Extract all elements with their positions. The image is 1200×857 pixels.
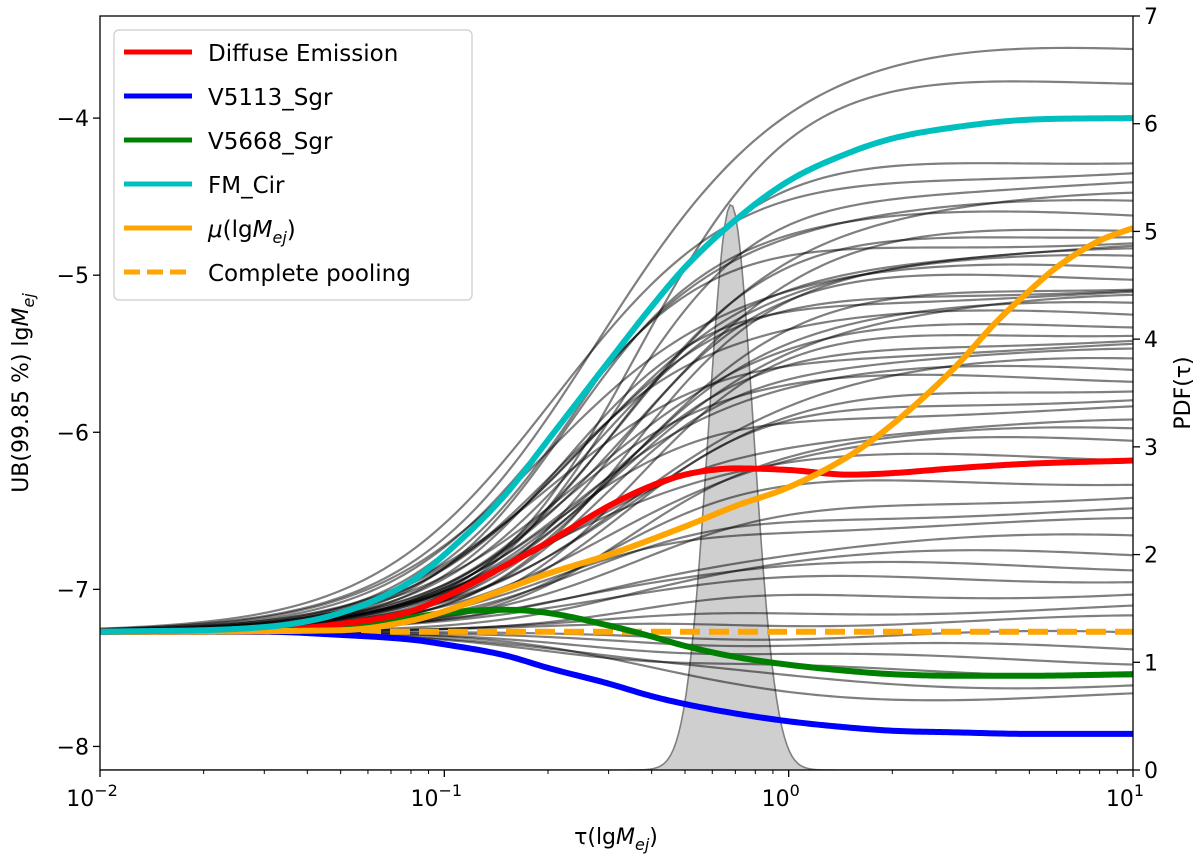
legend-frame xyxy=(113,29,473,301)
y-right-tick-label: 7 xyxy=(1144,5,1158,30)
y-left-tick-label: −8 xyxy=(57,735,89,760)
y-left-tick-label: −6 xyxy=(57,421,89,446)
plot-frame xyxy=(99,15,1134,771)
y-right-tick-label: 2 xyxy=(1144,544,1158,569)
y-right-tick-label: 0 xyxy=(1144,759,1158,784)
y-left-tick-label: −7 xyxy=(57,578,89,603)
y-right-tick-label: 6 xyxy=(1144,113,1158,138)
y-right-tick-label: 4 xyxy=(1144,328,1158,353)
series-fm-cir xyxy=(100,115,1133,635)
legend: Diffuse Emission V5113_Sgr V5668_Sgr FM_… xyxy=(113,29,473,301)
y-left-tick-label: −4 xyxy=(57,107,89,132)
legend-label-diffuse-emission: Diffuse Emission xyxy=(208,41,398,67)
background-curve xyxy=(100,263,1133,631)
legend-label-v5113-sgr: V5113_Sgr xyxy=(208,85,333,111)
y-right-tick-label: 5 xyxy=(1144,220,1158,245)
y-left-tick-label: −5 xyxy=(57,264,89,289)
y-right-tick-label: 3 xyxy=(1144,436,1158,461)
x-tick-label: 100 xyxy=(762,781,800,812)
y-axis-label-left: UB(99.85 %) lgMej xyxy=(9,293,38,493)
x-axis-label: τ(lgMej) xyxy=(574,825,658,854)
background-curve xyxy=(100,342,1133,632)
series-mu xyxy=(100,225,1133,635)
x-tick-label: 101 xyxy=(1106,781,1144,812)
background-curve xyxy=(100,172,1133,630)
y-right-tick-label: 1 xyxy=(1144,651,1158,676)
x-tick-label: 10−2 xyxy=(66,781,118,812)
legend-label-v5668-sgr: V5668_Sgr xyxy=(208,129,333,155)
background-curve xyxy=(100,309,1133,632)
background-curve xyxy=(100,323,1133,632)
y-axis-label-right: PDF(τ) xyxy=(1171,356,1196,429)
legend-label-fm-cir: FM_Cir xyxy=(208,173,285,199)
x-tick-label: 10−1 xyxy=(411,781,463,812)
legend-label-complete-pooling: Complete pooling xyxy=(208,261,411,287)
